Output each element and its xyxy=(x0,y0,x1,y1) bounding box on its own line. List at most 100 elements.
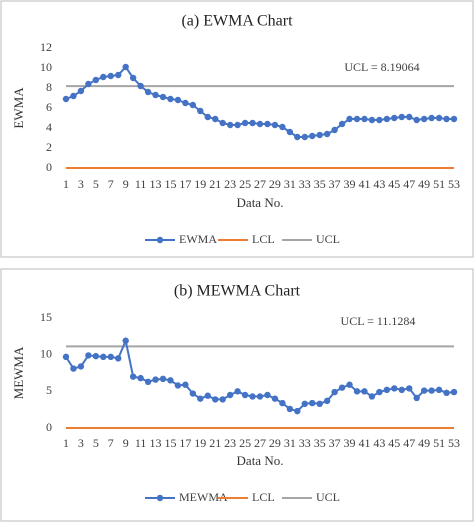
x-tick-label: 11 xyxy=(135,436,147,450)
data-point xyxy=(271,121,279,129)
data-point xyxy=(443,115,450,123)
y-tick-label: 12 xyxy=(40,40,52,54)
x-tick-label: 5 xyxy=(93,436,99,450)
data-point xyxy=(197,395,204,402)
x-axis-title: Data No. xyxy=(237,453,284,468)
data-point xyxy=(368,116,376,124)
data-point xyxy=(167,377,174,384)
y-tick-label: 5 xyxy=(46,383,52,397)
data-point xyxy=(286,128,294,136)
data-point xyxy=(271,395,279,402)
data-point xyxy=(241,391,249,399)
x-tick-label: 11 xyxy=(135,177,147,191)
data-point xyxy=(122,63,129,71)
x-tick-label: 13 xyxy=(150,177,162,191)
data-point xyxy=(226,121,234,129)
data-point xyxy=(100,73,107,81)
x-tick-label: 53 xyxy=(448,177,460,191)
data-point xyxy=(189,101,197,109)
data-point xyxy=(361,388,368,395)
x-tick-label: 35 xyxy=(314,436,326,450)
data-point xyxy=(420,387,428,394)
data-point xyxy=(85,352,92,359)
data-point xyxy=(383,115,391,123)
data-point xyxy=(212,115,219,123)
data-point xyxy=(413,394,420,402)
y-axis-title: MEWMA xyxy=(11,346,26,399)
data-point xyxy=(391,385,398,392)
legend-marker xyxy=(156,236,164,244)
data-point xyxy=(122,337,129,344)
data-point xyxy=(294,407,301,415)
x-tick-label: 45 xyxy=(388,436,400,450)
data-point xyxy=(450,115,458,123)
x-tick-label: 31 xyxy=(284,436,296,450)
x-tick-label: 23 xyxy=(224,177,236,191)
data-point xyxy=(346,381,353,388)
data-point xyxy=(256,120,264,128)
data-point xyxy=(316,131,323,139)
x-tick-label: 39 xyxy=(344,436,356,450)
y-axis-title: EWMA xyxy=(11,87,26,129)
data-point xyxy=(174,96,182,104)
x-tick-label: 47 xyxy=(403,177,415,191)
x-tick-label: 33 xyxy=(299,436,311,450)
data-point xyxy=(383,386,391,394)
x-tick-label: 25 xyxy=(239,436,251,450)
data-point xyxy=(398,386,405,394)
data-point xyxy=(204,113,211,121)
data-point xyxy=(256,393,264,400)
x-tick-label: 51 xyxy=(433,177,445,191)
data-point xyxy=(331,126,338,134)
y-tick-label: 15 xyxy=(40,310,52,324)
data-point xyxy=(92,352,100,360)
data-point xyxy=(152,91,159,99)
data-point xyxy=(428,114,435,122)
data-point xyxy=(92,76,100,84)
x-tick-label: 15 xyxy=(164,436,176,450)
data-point xyxy=(450,388,458,396)
data-point xyxy=(413,116,420,124)
data-point xyxy=(189,390,197,397)
x-tick-label: 53 xyxy=(448,436,460,450)
data-point xyxy=(249,119,256,127)
chart-title: (a) EWMA Chart xyxy=(181,13,293,30)
data-point xyxy=(435,114,443,122)
data-point xyxy=(398,113,405,121)
data-point xyxy=(234,388,241,395)
data-point xyxy=(137,374,144,382)
panel-border xyxy=(0,0,474,258)
data-point xyxy=(182,99,189,107)
data-point xyxy=(182,381,189,388)
x-tick-label: 21 xyxy=(209,436,221,450)
y-tick-label: 6 xyxy=(46,100,52,114)
data-point xyxy=(152,376,159,383)
data-point xyxy=(249,393,256,400)
data-point xyxy=(144,88,152,96)
x-tick-label: 39 xyxy=(344,177,356,191)
legend-label: LCL xyxy=(252,232,275,246)
data-point xyxy=(301,133,308,141)
data-point xyxy=(167,95,174,103)
x-tick-label: 41 xyxy=(358,436,370,450)
data-point xyxy=(70,365,77,372)
data-point xyxy=(338,120,346,128)
data-point xyxy=(219,396,226,403)
data-point xyxy=(346,115,353,123)
x-tick-label: 17 xyxy=(179,177,191,191)
x-tick-label: 43 xyxy=(373,436,385,450)
data-point xyxy=(361,115,368,123)
x-axis-title: Data No. xyxy=(237,195,284,210)
x-tick-label: 21 xyxy=(209,177,221,191)
data-point xyxy=(376,116,383,124)
x-tick-label: 19 xyxy=(194,177,206,191)
legend-label: EWMA xyxy=(179,232,217,246)
x-tick-label: 17 xyxy=(179,436,191,450)
x-tick-label: 25 xyxy=(239,177,251,191)
y-tick-label: 10 xyxy=(40,346,52,360)
y-tick-label: 2 xyxy=(46,140,52,154)
data-point xyxy=(204,392,211,399)
data-point xyxy=(353,115,361,123)
y-tick-label: 10 xyxy=(40,60,52,74)
